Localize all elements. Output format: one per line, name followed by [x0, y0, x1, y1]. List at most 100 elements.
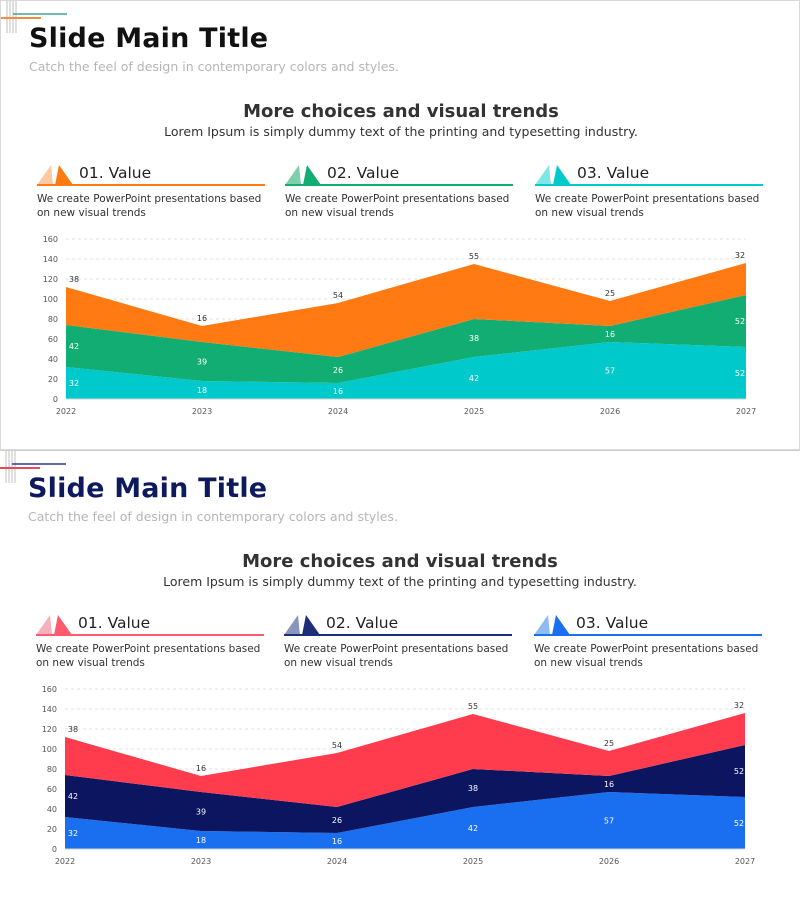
- stacked-area-chart: 0 20 40 60 80 100 120 140 160 32 18 16 42 57 52 42 39 26 3…: [43, 235, 756, 416]
- triangle-icon: [36, 615, 72, 635]
- data-label: 52: [735, 317, 745, 326]
- data-label: 42: [68, 792, 78, 801]
- data-label: 54: [333, 291, 343, 300]
- data-label: 54: [332, 741, 342, 750]
- data-label: 38: [69, 275, 79, 284]
- value-card-label: 01. Value: [79, 164, 152, 182]
- area-middle: [65, 745, 745, 833]
- area-middle: [66, 295, 746, 383]
- data-label: 32: [69, 379, 79, 388]
- value-card-label: 02. Value: [327, 164, 400, 182]
- data-label: 55: [468, 702, 478, 711]
- value-card-rule: [284, 634, 512, 636]
- y-tick-label: 40: [48, 355, 58, 364]
- data-label: 16: [605, 330, 615, 339]
- y-tick-label: 140: [43, 255, 58, 264]
- corner-decoration-lines: [0, 451, 66, 483]
- data-label: 55: [469, 252, 479, 261]
- data-label: 39: [196, 808, 206, 817]
- x-tick-label: 2024: [327, 857, 347, 866]
- y-tick-label: 80: [47, 765, 57, 774]
- section-title: More choices and visual trends: [243, 101, 559, 122]
- x-tick-label: 2022: [56, 407, 76, 416]
- area-top: [66, 263, 746, 357]
- value-card-label: 01. Value: [78, 614, 151, 632]
- slide-subtitle: Catch the feel of design in contemporary…: [29, 59, 399, 74]
- data-label: 42: [468, 824, 478, 833]
- section-title: More choices and visual trends: [242, 551, 558, 572]
- x-tick-label: 2027: [736, 407, 756, 416]
- slide-2: Slide Main Title Catch the feel of desig…: [0, 450, 800, 900]
- triangle-icon: [284, 615, 320, 635]
- value-card-description: We create PowerPoint presentations based…: [284, 643, 509, 669]
- x-tick-label: 2027: [735, 857, 755, 866]
- value-card-1: 01. Value We create PowerPoint presentat…: [37, 163, 265, 223]
- y-tick-label: 0: [52, 845, 57, 854]
- data-label: 52: [735, 369, 745, 378]
- corner-decoration-lines: [1, 1, 67, 33]
- data-label: 32: [734, 701, 744, 710]
- data-label: 38: [469, 334, 479, 343]
- y-tick-label: 20: [47, 825, 57, 834]
- data-label: 25: [604, 739, 614, 748]
- slide-main-title: Slide Main Title: [28, 473, 268, 504]
- y-tick-label: 100: [42, 745, 57, 754]
- y-tick-label: 140: [42, 705, 57, 714]
- triangle-icon: [285, 165, 321, 185]
- data-label: 18: [197, 386, 207, 395]
- x-tick-label: 2022: [55, 857, 75, 866]
- data-label: 32: [735, 251, 745, 260]
- y-tick-label: 40: [47, 805, 57, 814]
- data-label: 38: [468, 784, 478, 793]
- x-tick-label: 2023: [191, 857, 211, 866]
- value-card-description: We create PowerPoint presentations based…: [285, 193, 510, 219]
- value-card-description: We create PowerPoint presentations based…: [37, 193, 262, 219]
- data-label: 57: [605, 367, 615, 376]
- y-tick-label: 120: [43, 275, 58, 284]
- x-tick-label: 2023: [192, 407, 212, 416]
- x-tick-label: 2025: [464, 407, 484, 416]
- x-tick-label: 2026: [599, 857, 619, 866]
- value-card-label: 03. Value: [576, 614, 649, 632]
- y-tick-label: 80: [48, 315, 58, 324]
- section-subtitle: Lorem Ipsum is simply dummy text of the …: [164, 124, 638, 139]
- value-card-rule: [36, 634, 264, 636]
- value-card-label: 03. Value: [577, 164, 650, 182]
- y-tick-label: 20: [48, 375, 58, 384]
- value-card-3: 03. Value We create PowerPoint presentat…: [534, 613, 762, 673]
- value-card-label: 02. Value: [326, 614, 399, 632]
- y-tick-label: 60: [47, 785, 57, 794]
- data-label: 39: [197, 358, 207, 367]
- data-label: 26: [333, 366, 343, 375]
- area-top: [65, 713, 745, 807]
- y-tick-label: 160: [42, 685, 57, 694]
- triangle-icon: [534, 615, 570, 635]
- area-bottom: [65, 792, 745, 849]
- value-card-rule: [285, 184, 513, 186]
- data-label: 16: [333, 387, 343, 396]
- data-label: 25: [605, 289, 615, 298]
- value-card-2: 02. Value We create PowerPoint presentat…: [285, 163, 513, 223]
- data-label: 16: [196, 764, 206, 773]
- triangle-icon: [37, 165, 73, 185]
- data-label: 38: [68, 725, 78, 734]
- slide-subtitle: Catch the feel of design in contemporary…: [28, 509, 398, 524]
- value-card-2: 02. Value We create PowerPoint presentat…: [284, 613, 512, 673]
- data-label: 26: [332, 816, 342, 825]
- value-card-description: We create PowerPoint presentations based…: [535, 193, 760, 219]
- triangle-icon: [535, 165, 571, 185]
- data-label: 57: [604, 817, 614, 826]
- data-label: 18: [196, 836, 206, 845]
- y-tick-label: 60: [48, 335, 58, 344]
- value-card-3: 03. Value We create PowerPoint presentat…: [535, 163, 763, 223]
- section-subtitle: Lorem Ipsum is simply dummy text of the …: [163, 574, 637, 589]
- x-tick-label: 2025: [463, 857, 483, 866]
- data-label: 42: [469, 374, 479, 383]
- y-tick-label: 160: [43, 235, 58, 244]
- data-label: 32: [68, 829, 78, 838]
- value-card-1: 01. Value We create PowerPoint presentat…: [36, 613, 264, 673]
- data-label: 16: [332, 837, 342, 846]
- data-label: 16: [197, 314, 207, 323]
- y-tick-label: 120: [42, 725, 57, 734]
- value-card-rule: [37, 184, 265, 186]
